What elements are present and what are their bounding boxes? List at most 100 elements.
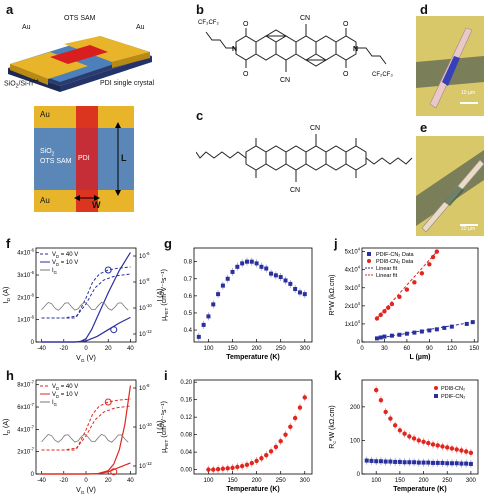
data-point-1	[374, 316, 380, 321]
data-point-0	[442, 325, 447, 330]
device-top-view-schematic	[34, 106, 134, 212]
panel-letter-k: k	[334, 368, 342, 383]
x-tick-label: 100	[203, 478, 214, 484]
data-point-0	[206, 314, 211, 319]
data-point-0	[297, 290, 302, 295]
data-point-0	[378, 397, 384, 403]
n-left: N	[232, 46, 237, 53]
legend-label: PDI8-CN₂	[441, 386, 465, 392]
plot-frame	[35, 379, 137, 475]
log-curve-0	[41, 266, 131, 319]
y-axis-label: ID (A)	[3, 419, 12, 436]
pdif-cn2-structure: CN CN N N O O O O CF₃CF₂ CF₂CF₃	[198, 15, 393, 84]
data-point-0	[288, 424, 293, 429]
panel-letter-d: d	[420, 2, 428, 17]
y2-tick-label: 10-6	[139, 251, 150, 260]
au-top-label: Au	[40, 110, 50, 119]
legend-swatch	[434, 394, 438, 398]
x-tick-label: -40	[37, 478, 46, 484]
data-point-0	[402, 431, 407, 436]
data-point-1	[388, 459, 393, 464]
pdi8-cn2-structure: CN CN	[196, 125, 413, 194]
legend-label: VD = 10 V	[52, 260, 78, 267]
au-left-label: Au	[22, 24, 31, 31]
data-point-1	[383, 459, 388, 464]
o-4: O	[343, 71, 349, 78]
data-point-1	[404, 287, 410, 292]
cf-right-label: CF₂CF₃	[372, 72, 393, 78]
data-point-1	[407, 460, 412, 465]
data-point-0	[201, 322, 206, 327]
x-tick-label: 250	[276, 346, 287, 352]
cn-top-label: CN	[300, 15, 310, 22]
data-point-1	[382, 309, 387, 314]
x-tick-label: 250	[442, 478, 453, 484]
ots-sam-label: OTS SAM	[64, 15, 96, 22]
y-tick-label: 0	[31, 472, 35, 478]
data-point-0	[283, 278, 288, 283]
device-3d-schematic	[8, 36, 152, 92]
data-point-1	[389, 301, 395, 307]
y-tick-label: 1x104	[345, 319, 361, 328]
data-point-0	[435, 443, 440, 448]
y-tick-label: 8x10-7	[17, 380, 34, 389]
plot-frame	[35, 247, 137, 343]
data-point-0	[383, 409, 388, 415]
data-point-1	[378, 459, 383, 464]
data-point-1	[440, 460, 445, 465]
data-point-1	[421, 460, 426, 465]
y-tick-label: 0.08	[180, 433, 192, 439]
data-point-0	[426, 440, 431, 446]
data-point-0	[445, 445, 450, 450]
y-axis-label: μFET (cm²V⁻¹s⁻¹)	[161, 401, 170, 453]
data-point-0	[407, 434, 412, 439]
y-tick-label: 4x104	[345, 265, 361, 274]
x-tick-label: 90	[426, 346, 433, 352]
data-point-0	[392, 423, 398, 428]
marker-circle	[110, 326, 118, 334]
y2-tick-label: 10-10	[139, 422, 152, 431]
y2-tick-label: 10-12	[139, 329, 152, 338]
data-point-1	[435, 460, 440, 465]
data-point-0	[382, 334, 387, 339]
micrograph-d	[416, 16, 484, 116]
data-point-0	[468, 450, 474, 456]
data-point-0	[297, 405, 303, 410]
data-point-0	[302, 292, 307, 297]
panel-letter-j: j	[334, 236, 338, 251]
y-tick-label: 0	[357, 340, 361, 346]
data-point-0	[464, 321, 469, 326]
y-tick-label: 0	[357, 472, 361, 478]
x-tick-label: 40	[127, 346, 134, 352]
log-curve-1	[41, 273, 131, 319]
pdi-crystal-label: PDI single crystal	[100, 80, 155, 87]
data-point-1	[468, 461, 473, 466]
log-curve-0	[41, 398, 131, 451]
y-axis-label: μFET (cm²V⁻¹s⁻¹)	[161, 269, 170, 321]
data-point-0	[470, 320, 475, 325]
o-1: O	[243, 21, 249, 28]
data-point-0	[211, 302, 216, 307]
legend-swatch	[434, 386, 438, 390]
data-point-0	[230, 465, 235, 471]
x-tick-label: 0	[84, 346, 88, 352]
data-point-0	[434, 327, 439, 332]
gate-leakage-line	[41, 433, 129, 443]
x-axis-label: Temperature (K)	[226, 354, 280, 361]
data-point-0	[404, 331, 409, 336]
x-tick-label: 300	[466, 478, 477, 484]
legend-label: PDIF-CN₂	[441, 394, 465, 400]
plot-frame	[193, 247, 313, 343]
data-point-1	[402, 460, 407, 465]
data-point-0	[419, 329, 424, 334]
y-tick-label: 3x10-6	[17, 270, 34, 279]
panel-letter-f: f	[6, 236, 11, 251]
data-point-1	[419, 271, 425, 276]
au-right-label: Au	[136, 24, 145, 31]
y-axis-label: Rc*W (kΩ.cm)	[329, 405, 338, 448]
data-point-0	[225, 276, 230, 281]
plot-frame	[361, 247, 479, 343]
y-tick-label: 1x10-6	[17, 315, 34, 324]
data-point-1	[385, 305, 391, 310]
y-tick-label: 0.7	[184, 277, 193, 283]
